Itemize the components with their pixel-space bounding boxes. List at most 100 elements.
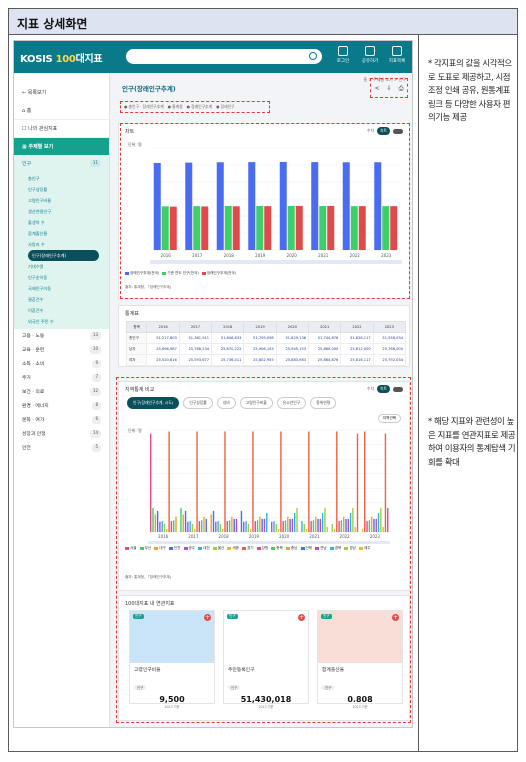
region-legend-item[interactable]: 충남: [285, 546, 298, 551]
add-icon[interactable]: +: [298, 614, 305, 621]
sidebar-topic-item[interactable]: 인구(장래인구추계): [28, 250, 99, 261]
legend-item[interactable]: 기준 연도 인구(전국): [162, 271, 199, 276]
sidebar-topic-item[interactable]: 이혼건수: [28, 307, 44, 313]
region-tab[interactable]: 성비: [216, 397, 236, 409]
add-icon[interactable]: +: [204, 614, 211, 621]
region-bar: [150, 433, 152, 532]
region-tab[interactable]: 고령인구비율: [239, 397, 273, 409]
sidebar-topic-item[interactable]: 외국인 주민 수: [28, 318, 54, 324]
legend-item[interactable]: 장래인구추계(전국): [201, 271, 236, 276]
region-legend-item[interactable]: 경남: [344, 546, 356, 551]
region-bar: [219, 523, 222, 532]
sidebar-category[interactable]: 소득 · 소비 9: [14, 357, 109, 371]
legend-swatch: [271, 547, 276, 550]
sidebar-topic-item[interactable]: 국제인구이동: [28, 285, 52, 291]
sidebar-topic-item[interactable]: 출생아 수: [28, 219, 45, 225]
region-bar: [152, 507, 154, 532]
sidebar-topic-item[interactable]: 기대수명: [28, 263, 44, 269]
logo[interactable]: KOSIS 100대지표: [20, 54, 103, 65]
sidebar-topic-item[interactable]: 사망자 수: [28, 241, 45, 247]
region-tab[interactable]: 유소년인구: [276, 397, 307, 409]
sidebar-item-favorites[interactable]: ☐ 나의 관심지표: [14, 120, 109, 138]
topic-population[interactable]: 인구 11: [14, 156, 109, 171]
sidebar-topic-item[interactable]: 인구성장률: [28, 186, 48, 192]
region-legend-item[interactable]: 대전: [198, 546, 210, 551]
legend-item[interactable]: 장래인구추계(전국): [125, 271, 159, 276]
search-input[interactable]: [126, 49, 322, 64]
region-view-toggle[interactable]: 수치 차트: [367, 385, 403, 393]
related-indicator-card[interactable]: 인구 + 합계출산율 인구 0.808 2023 기준: [317, 610, 403, 709]
sidebar-category[interactable]: 주거 7: [14, 371, 109, 385]
bar: [311, 162, 319, 250]
bar: [256, 205, 264, 250]
share-button[interactable]: 공유하기: [359, 44, 381, 64]
region-bar: [228, 520, 231, 532]
region-legend-item[interactable]: 대구: [154, 546, 166, 551]
sidebar-topic-item[interactable]: 결혼건수: [28, 296, 44, 302]
related-indicator-card[interactable]: 인구 + 고령인구비율 인구 9,500 2023 기준: [129, 610, 215, 709]
bar: [169, 206, 177, 250]
sidebar-topic-item[interactable]: 인구순이동: [28, 274, 48, 280]
region-legend-item[interactable]: 충북: [271, 546, 283, 551]
sidebar-topic-item[interactable]: 고령인구비율: [28, 197, 52, 203]
sidebar-item-topics[interactable]: ▦ 주제별 보기: [14, 138, 109, 156]
region-legend-item[interactable]: 광주: [183, 546, 195, 551]
region-legend-item[interactable]: 부산: [139, 546, 151, 551]
tag-chip[interactable]: ● 통계청: [167, 104, 183, 109]
tag-chip[interactable]: ● 총인구 · 장래인구추계: [124, 104, 164, 109]
print-icon[interactable]: ⎙: [398, 84, 404, 92]
table-cell: 51,628,117: [340, 332, 374, 344]
category-count: 6: [92, 416, 101, 424]
related-title: 100대지표 내 연관지표: [125, 601, 175, 607]
sidebar-topic-item[interactable]: 총인구: [28, 175, 40, 181]
region-legend-item[interactable]: 경기: [242, 546, 254, 551]
region-legend-item[interactable]: 울산: [212, 546, 224, 551]
x-tick-label: 2022: [350, 253, 361, 258]
region-legend-item[interactable]: 인천: [168, 546, 181, 551]
tag-chip[interactable]: ● 장래인구: [216, 104, 235, 109]
bar: [193, 206, 201, 250]
sidebar-category[interactable]: 교육 · 훈련 10: [14, 343, 109, 357]
region-tab[interactable]: 중위연령: [310, 397, 337, 409]
region-bar: [196, 431, 198, 532]
view-toggle[interactable]: 수치 차트: [367, 127, 403, 135]
table-cell: 51,606,633: [211, 332, 245, 344]
legend-label: 대구: [159, 546, 166, 550]
add-icon[interactable]: +: [392, 614, 399, 621]
sidebar-category[interactable]: 환경 · 에너지 8: [14, 399, 109, 413]
sidebar-topic-item[interactable]: 생산연령인구: [28, 208, 52, 214]
sidebar-category[interactable]: 안전 5: [14, 441, 109, 455]
region-bar: [231, 516, 233, 532]
login-button[interactable]: 로그인: [332, 44, 354, 64]
region-select-button[interactable]: 지역선택: [377, 414, 401, 423]
region-legend-item[interactable]: 전남: [315, 546, 327, 551]
region-legend-item[interactable]: 전북: [300, 546, 312, 551]
region-legend-item[interactable]: 강원: [256, 546, 268, 551]
region-tab[interactable]: 인구성장률: [183, 397, 213, 409]
tag-chip[interactable]: ● 장래인구추계: [186, 104, 213, 109]
legend-label: 충남: [290, 546, 298, 550]
region-legend-item[interactable]: 서울: [125, 546, 137, 551]
region-bar: [163, 523, 166, 532]
sidebar-category[interactable]: 고용 · 노동 13: [14, 329, 109, 343]
region-bar: [361, 529, 364, 532]
sidebar-category[interactable]: 성장과 안정 14: [14, 427, 109, 441]
top-bar: KOSIS 100대지표 로그인 공유하기 지표목록: [14, 41, 412, 73]
sidebar-topic-item[interactable]: 합계출산율: [28, 230, 48, 236]
related-indicator-card[interactable]: 인구 + 주민등록인구 인구 51,430,018 2023 기준: [223, 610, 309, 709]
share-icon[interactable]: <: [374, 84, 380, 92]
list-button[interactable]: 지표목록: [386, 44, 408, 64]
region-legend-item[interactable]: 세종: [227, 546, 239, 551]
download-icon[interactable]: ⇩: [386, 84, 392, 92]
search-icon[interactable]: [309, 52, 317, 60]
sidebar-category[interactable]: 보건 · 의료 12: [14, 385, 109, 399]
region-source: 출처: 통계청, 「장래인구추계」: [125, 575, 174, 579]
region-legend-item[interactable]: 경북: [329, 546, 341, 551]
region-tab[interactable]: 인구(장래인구추계, 시도): [127, 397, 180, 409]
table-cell: 25,864,876: [308, 354, 342, 366]
sidebar-category[interactable]: 문화 · 여가 6: [14, 413, 109, 427]
row-label: 여자: [125, 354, 148, 366]
back-link[interactable]: ← 목록보기: [22, 90, 47, 96]
region-legend-item[interactable]: 제주: [359, 546, 371, 551]
sidebar-item-home[interactable]: ⌂ 홈: [14, 102, 109, 120]
